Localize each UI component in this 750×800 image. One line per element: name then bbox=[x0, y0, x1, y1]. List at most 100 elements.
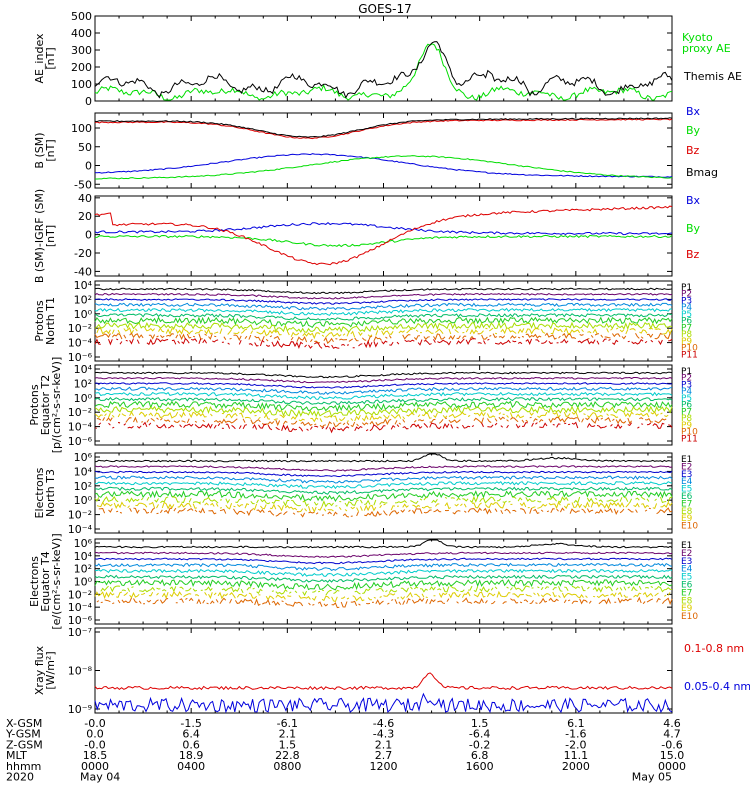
y-tick-label: 300 bbox=[71, 44, 92, 57]
y-axis-label: [W/m²] bbox=[44, 651, 57, 689]
channel-line-p4 bbox=[94, 386, 673, 395]
channel-line-e6 bbox=[94, 486, 673, 495]
x-axis-cell: -0.2 bbox=[469, 738, 490, 751]
y-tick-label: 10⁻² bbox=[68, 509, 92, 522]
y-tick-label: -50 bbox=[74, 178, 92, 191]
channel-line-e7 bbox=[94, 490, 673, 503]
y-axis-label: Protons bbox=[33, 300, 46, 341]
y-tick-label: 10⁰ bbox=[74, 494, 93, 507]
channel-line-e3 bbox=[94, 557, 673, 565]
series-line-by bbox=[94, 234, 673, 248]
x-axis-cell: 18.5 bbox=[83, 749, 108, 762]
channel-label: E6 bbox=[681, 581, 693, 591]
y-tick-label: 10⁶ bbox=[74, 451, 93, 464]
x-axis-cell: 1600 bbox=[466, 760, 494, 773]
y-tick-label: 0 bbox=[85, 229, 92, 242]
y-tick-label: 10⁻⁶ bbox=[68, 351, 93, 364]
channel-line-e4 bbox=[94, 562, 673, 572]
channel-line-p1 bbox=[94, 287, 673, 295]
x-axis-cell: 0800 bbox=[273, 760, 301, 773]
series-line-kyoto-proxy-ae bbox=[94, 43, 673, 101]
channel-line-e3 bbox=[94, 470, 673, 478]
y-axis-label: [p/(cm²-s-sr-keV)] bbox=[50, 357, 63, 454]
y-tick-label: 10⁴ bbox=[74, 550, 93, 563]
x-axis-cell: -4.3 bbox=[373, 728, 394, 741]
channel-line-p4 bbox=[94, 302, 673, 311]
x-axis-cell: 2.1 bbox=[279, 728, 297, 741]
channel-label: P7 bbox=[681, 407, 692, 417]
channel-line-p6 bbox=[94, 396, 673, 405]
channel-line-e5 bbox=[94, 480, 673, 490]
x-axis-cell: 18.9 bbox=[179, 749, 204, 762]
y-tick-label: 10² bbox=[74, 480, 92, 493]
channel-line-p7 bbox=[94, 316, 673, 328]
channel-label: P9 bbox=[681, 337, 692, 347]
channel-label: P4 bbox=[681, 303, 692, 313]
channel-label: E9 bbox=[681, 514, 693, 524]
y-tick-label: 10⁻⁸ bbox=[68, 665, 93, 678]
x-axis-cell: 4.6 bbox=[663, 717, 681, 730]
channel-label: E5 bbox=[681, 573, 692, 583]
y-tick-label: 10⁻⁶ bbox=[68, 614, 93, 627]
x-axis-table: X-GSMY-GSMZ-GSMMLThhmm2020-0.00.0-0.018.… bbox=[5, 717, 686, 784]
channel-line-e4 bbox=[94, 475, 673, 484]
x-axis-cell: May 04 bbox=[80, 771, 120, 784]
y-tick-label: 10⁴ bbox=[74, 279, 93, 292]
y-tick-label: 0 bbox=[85, 160, 92, 173]
y-tick-label: 10² bbox=[74, 563, 92, 576]
series-line-0-1-0-8-nm bbox=[94, 672, 673, 691]
y-tick-label: 50 bbox=[78, 141, 92, 154]
channel-line-e10 bbox=[96, 596, 673, 609]
x-axis-cell: 15.0 bbox=[660, 749, 685, 762]
legend-label: 0.1-0.8 nm bbox=[684, 642, 744, 655]
x-axis-cell: 0000 bbox=[81, 760, 109, 773]
channel-label: P5 bbox=[681, 310, 692, 320]
channel-label: E10 bbox=[681, 612, 698, 622]
channel-label: E1 bbox=[681, 455, 692, 465]
series-line-themis-ae bbox=[94, 41, 673, 99]
y-tick-label: 20 bbox=[78, 210, 92, 223]
x-axis-row-label: Y-GSM bbox=[5, 728, 41, 741]
legend-label: Bz bbox=[686, 144, 700, 157]
y-tick-label: 10⁻⁷ bbox=[68, 626, 92, 639]
legend-label: By bbox=[686, 124, 701, 137]
channel-line-p7 bbox=[94, 400, 673, 413]
series-line-bmag bbox=[94, 117, 673, 138]
legend-label: Bz bbox=[686, 248, 700, 261]
panel-frame bbox=[94, 452, 673, 534]
legend-label: Kyoto bbox=[682, 31, 713, 44]
channel-label: P3 bbox=[681, 380, 692, 390]
y-tick-label: 10⁻⁹ bbox=[68, 703, 92, 716]
x-axis-cell: -1.6 bbox=[565, 728, 586, 741]
legend-label: Bx bbox=[686, 105, 701, 118]
channel-line-p1 bbox=[94, 371, 673, 379]
channel-line-p2 bbox=[94, 376, 673, 384]
channel-line-e9 bbox=[96, 501, 673, 513]
x-axis-cell: 1200 bbox=[370, 760, 398, 773]
series-line-bx bbox=[94, 221, 673, 236]
series-line-bx bbox=[94, 153, 673, 178]
y-tick-label: -40 bbox=[74, 265, 92, 278]
channel-line-p2 bbox=[94, 292, 673, 300]
y-axis-label: Electrons bbox=[28, 556, 41, 607]
channel-label: E1 bbox=[681, 541, 692, 551]
x-axis-row-label: X-GSM bbox=[6, 717, 42, 730]
y-axis-label: Protons bbox=[28, 384, 41, 425]
x-axis-cell: -6.1 bbox=[277, 717, 298, 730]
legend-label: Bmag bbox=[686, 166, 718, 179]
channel-label: P8 bbox=[681, 414, 692, 424]
x-axis-cell: 6.8 bbox=[471, 749, 489, 762]
x-axis-cell: -2.0 bbox=[565, 738, 586, 751]
x-axis-cell: 1.5 bbox=[279, 738, 297, 751]
x-axis-cell: 0.6 bbox=[182, 738, 200, 751]
x-axis-cell: -1.5 bbox=[180, 717, 201, 730]
series-line-bz bbox=[94, 118, 673, 140]
channel-line-e8 bbox=[94, 495, 673, 508]
y-axis-label: AE_index bbox=[33, 33, 46, 84]
y-tick-label: 10⁰ bbox=[74, 392, 93, 405]
x-axis-cell: -4.6 bbox=[373, 717, 394, 730]
